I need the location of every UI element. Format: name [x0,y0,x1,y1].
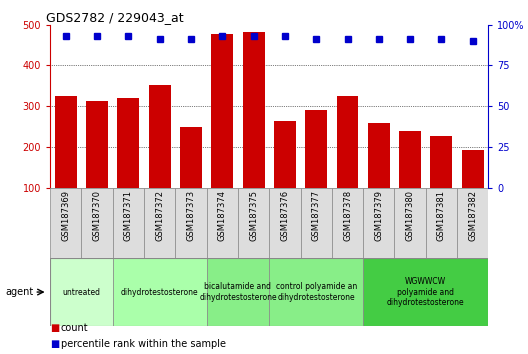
Text: agent: agent [5,287,34,297]
Bar [50,188,81,258]
Bar [274,121,296,188]
Text: GSM187371: GSM187371 [124,190,133,241]
Bar [175,188,206,258]
Bar [457,188,488,258]
Bar [50,258,113,326]
Text: GSM187374: GSM187374 [218,190,227,241]
Bar [117,98,139,188]
Bar [305,110,327,188]
Text: GSM187370: GSM187370 [92,190,101,241]
Text: GSM187372: GSM187372 [155,190,164,241]
Text: GSM187382: GSM187382 [468,190,477,241]
Bar [113,258,206,326]
Bar [55,96,77,188]
Bar [243,32,265,188]
Bar [238,188,269,258]
Text: GSM187381: GSM187381 [437,190,446,241]
Text: untreated: untreated [62,287,100,297]
Bar [332,188,363,258]
Text: GSM187369: GSM187369 [61,190,70,241]
Text: GSM187378: GSM187378 [343,190,352,241]
Text: GSM187380: GSM187380 [406,190,414,241]
Bar [269,258,363,326]
Bar [363,188,394,258]
Text: GSM187376: GSM187376 [280,190,289,241]
Text: dihydrotestosterone: dihydrotestosterone [121,287,199,297]
Text: ■: ■ [50,339,60,349]
Bar [211,34,233,188]
Bar [462,150,484,188]
Bar [206,258,269,326]
Bar [206,188,238,258]
Text: GSM187373: GSM187373 [186,190,195,241]
Text: GSM187377: GSM187377 [312,190,320,241]
Bar [368,123,390,188]
Text: count: count [61,323,88,333]
Bar [336,96,359,188]
Text: ■: ■ [50,323,60,333]
Bar [394,188,426,258]
Text: bicalutamide and
dihydrotestosterone: bicalutamide and dihydrotestosterone [199,282,277,302]
Text: control polyamide an
dihydrotestosterone: control polyamide an dihydrotestosterone [276,282,357,302]
Bar [269,188,300,258]
Bar [86,101,108,188]
Text: GDS2782 / 229043_at: GDS2782 / 229043_at [46,11,183,24]
Bar [113,188,144,258]
Bar [149,85,171,188]
Text: GSM187379: GSM187379 [374,190,383,241]
Text: WGWWCW
polyamide and
dihydrotestosterone: WGWWCW polyamide and dihydrotestosterone [387,277,465,307]
Bar [363,258,488,326]
Bar [300,188,332,258]
Bar [430,136,452,188]
Bar [180,127,202,188]
Bar [144,188,175,258]
Bar [426,188,457,258]
Bar [399,131,421,188]
Text: percentile rank within the sample: percentile rank within the sample [61,339,226,349]
Bar [81,188,113,258]
Text: GSM187375: GSM187375 [249,190,258,241]
